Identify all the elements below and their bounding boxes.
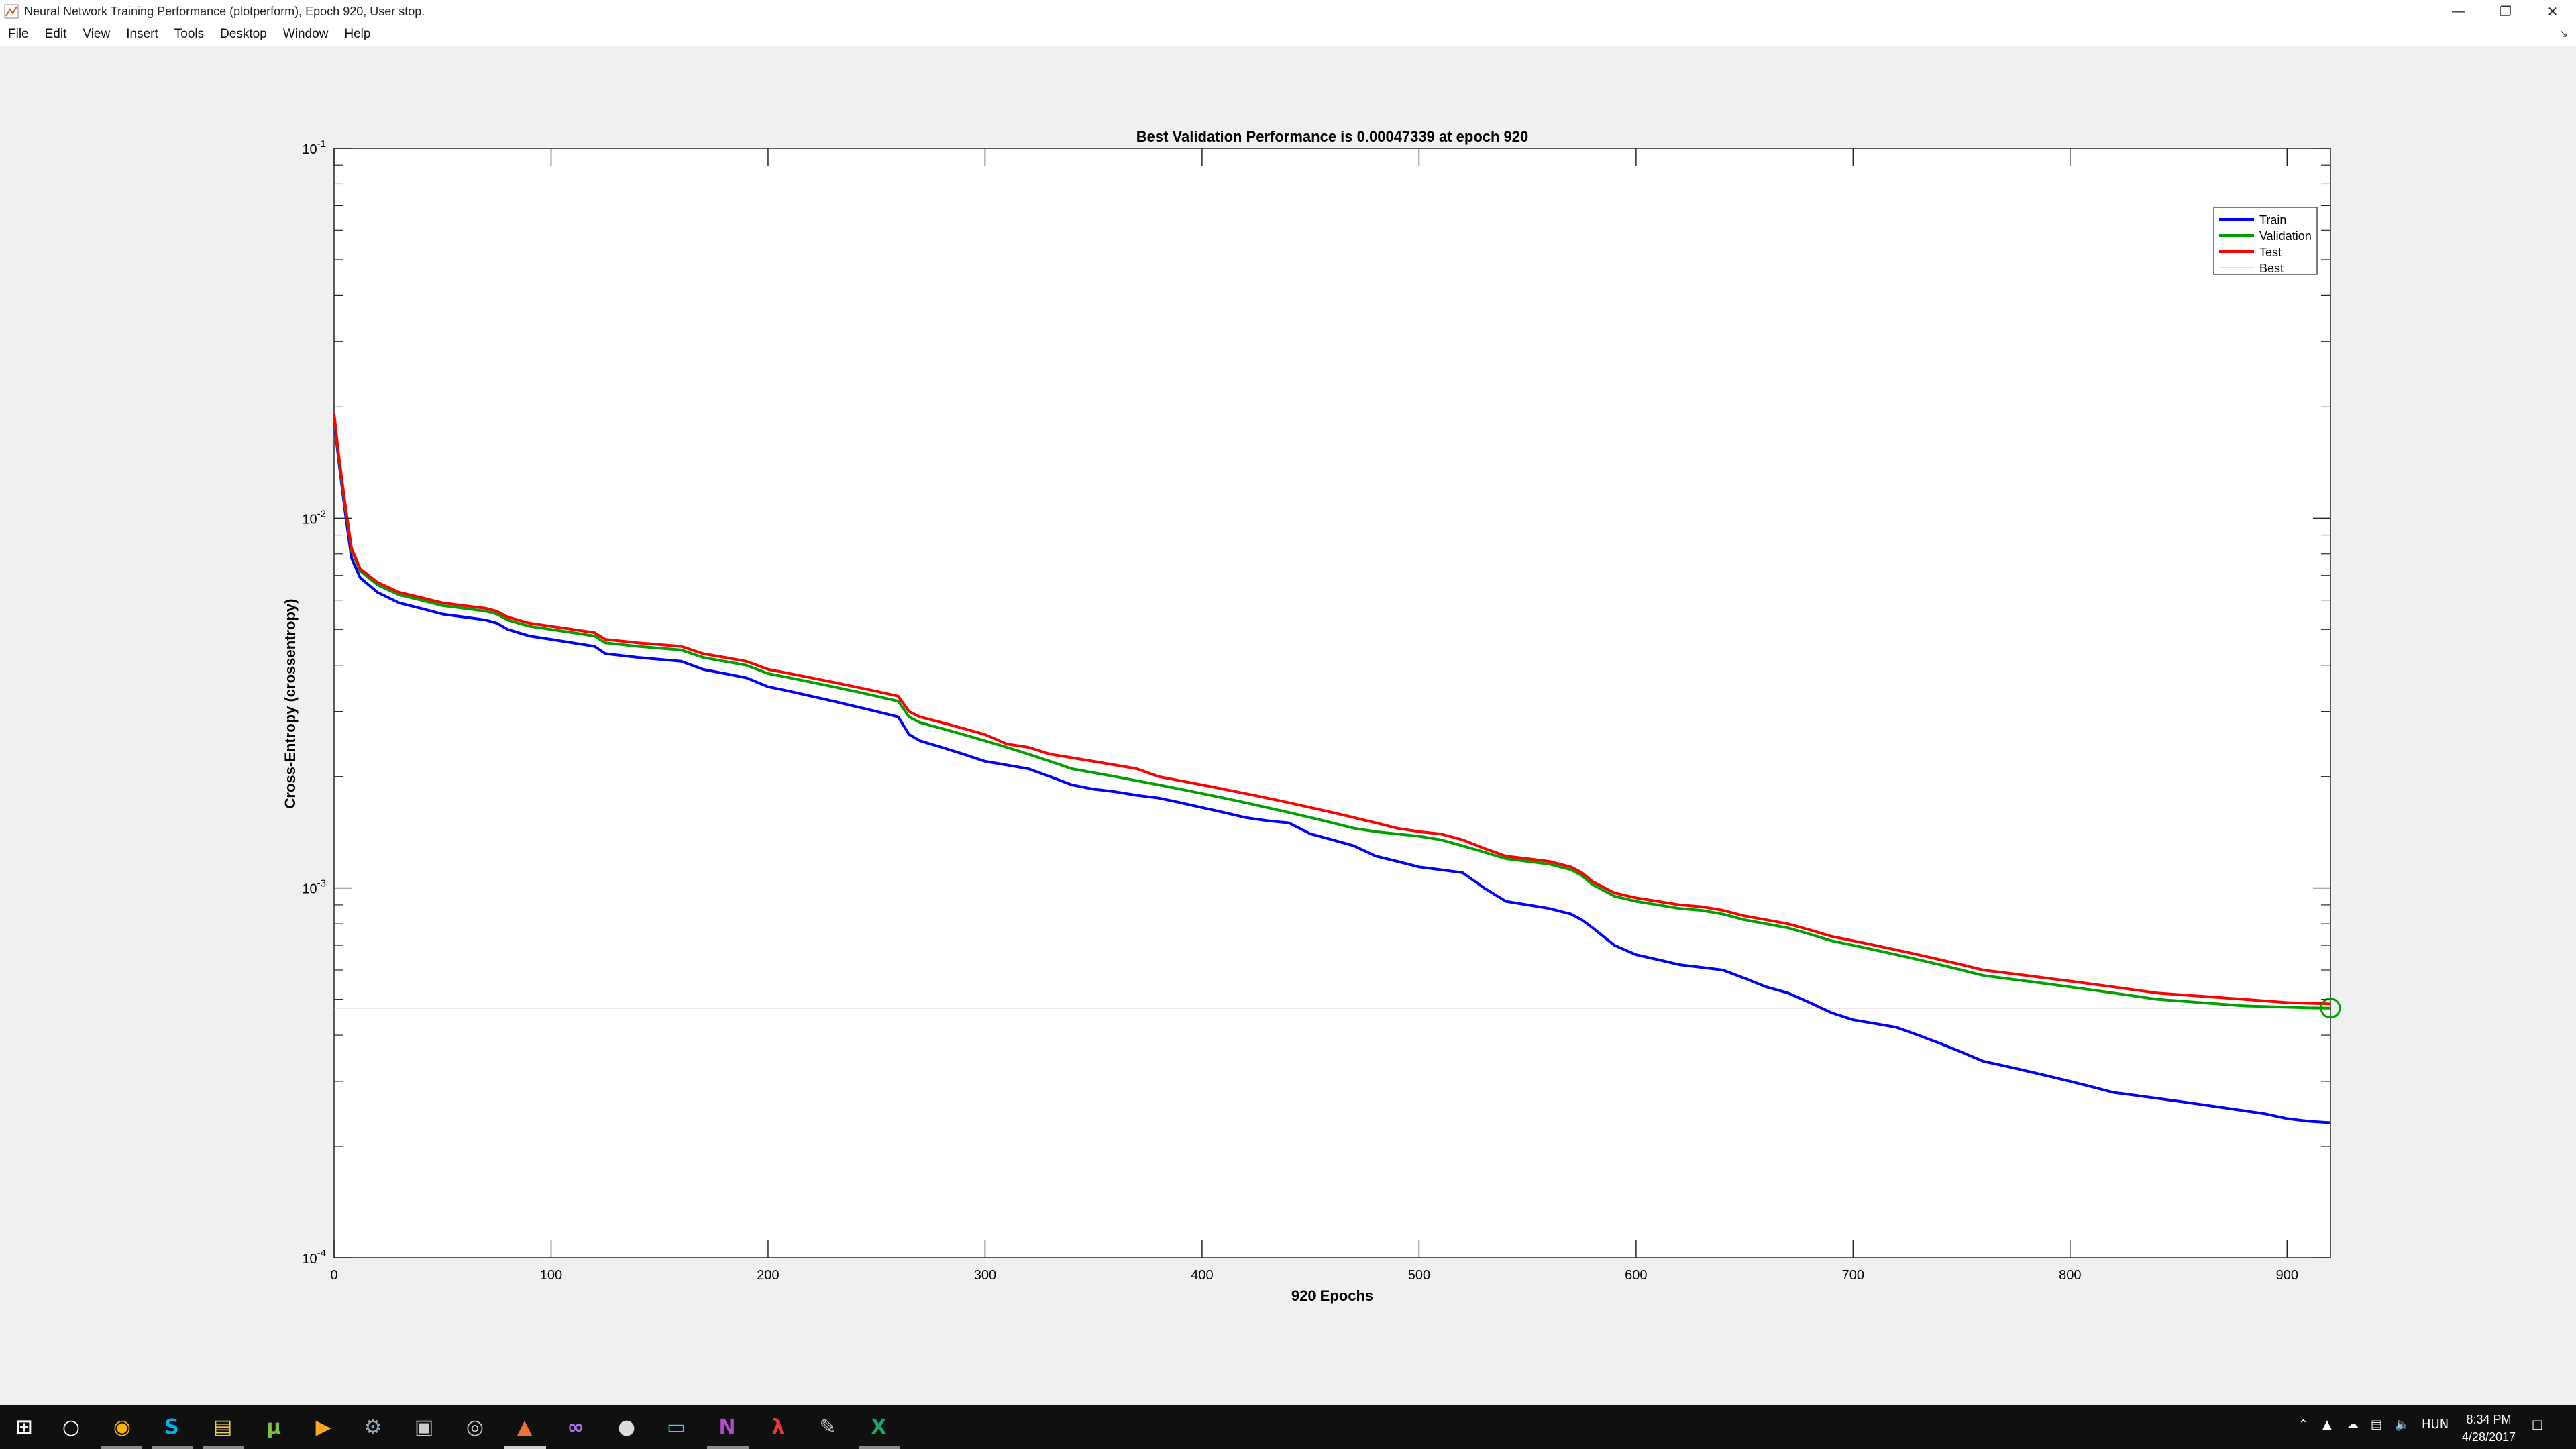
menu-view[interactable]: View <box>83 27 111 41</box>
menu-bar: File Edit View Insert Tools Desktop Wind… <box>0 23 2576 46</box>
x-tick-label: 800 <box>2059 1268 2081 1283</box>
inkscape-icon[interactable]: ✎ <box>819 1415 837 1439</box>
language-indicator[interactable]: HUN <box>2422 1417 2449 1432</box>
steam-icon[interactable]: ⚙ <box>364 1415 382 1439</box>
cloud-icon[interactable]: ☁ <box>2347 1417 2359 1432</box>
legend-label-validation: Validation <box>2259 229 2312 243</box>
taskbar-active-indicator <box>504 1446 546 1449</box>
clock[interactable]: 8:34 PM 4/28/2017 <box>2462 1411 2516 1446</box>
menu-file[interactable]: File <box>8 27 29 41</box>
menu-insert[interactable]: Insert <box>126 27 158 41</box>
legend-label-best: Best <box>2259 262 2284 275</box>
clock-date: 4/28/2017 <box>2461 1430 2516 1444</box>
restore-icon[interactable]: ❐ <box>2500 4 2512 19</box>
cortana-search-icon[interactable]: ○ <box>62 1415 80 1439</box>
onenote-icon[interactable]: N <box>718 1415 736 1439</box>
series-validation-line <box>333 415 2331 1010</box>
skype-icon[interactable]: S <box>164 1415 179 1439</box>
x-tick-label: 300 <box>974 1268 996 1283</box>
y-tick-label: 10-2 <box>302 508 326 527</box>
plot-area <box>333 148 2331 1258</box>
volume-icon[interactable]: 🔈 <box>2395 1417 2410 1432</box>
menu-help[interactable]: Help <box>344 27 371 41</box>
utorrent-icon[interactable]: μ <box>266 1415 282 1439</box>
series-train-line <box>333 419 2331 1124</box>
media-player-icon[interactable]: ▶ <box>315 1415 331 1439</box>
window-title: Neural Network Training Performance (plo… <box>24 4 425 18</box>
tray-overflow-icon[interactable]: ⌃ <box>2298 1417 2309 1432</box>
figure-area: 0 100 200 300 400 500 600 700 800 900 10-1 10-2 10-3… <box>0 46 2576 1405</box>
x-tick-label: 600 <box>1625 1268 1647 1283</box>
series-test-line <box>333 413 2331 1006</box>
matlab-icon[interactable]: ▲ <box>517 1415 533 1439</box>
x-tick-label: 900 <box>2276 1268 2298 1283</box>
menu-tools[interactable]: Tools <box>174 27 205 41</box>
minimize-icon[interactable]: — <box>2452 3 2465 19</box>
taskbar: ⊞ ○ ◉ S ▤ μ ▶ ⚙ ▣ ◎ ▲ ∞ ● ▭ N λ ✎ X ⌃ ▲ … <box>0 1405 2576 1449</box>
github-icon[interactable]: ● <box>617 1415 636 1439</box>
undock-arrow-icon[interactable]: ↘ <box>2559 28 2568 40</box>
network-icon[interactable]: ▤ <box>2371 1417 2383 1432</box>
x-tick-label: 700 <box>1842 1268 1864 1283</box>
disc-icon[interactable]: ◎ <box>466 1415 484 1439</box>
visual-studio-icon[interactable]: ∞ <box>567 1415 584 1439</box>
taskbar-running-indicator <box>707 1446 749 1449</box>
file-explorer-icon[interactable]: ▤ <box>213 1415 233 1439</box>
x-tick-label: 100 <box>540 1268 562 1283</box>
drive-icon[interactable]: ▲ <box>2322 1417 2332 1432</box>
y-tick-label: 10-3 <box>302 878 326 897</box>
menu-desktop[interactable]: Desktop <box>220 27 267 41</box>
clock-time: 8:34 PM <box>2466 1413 2512 1426</box>
performance-chart: 0 100 200 300 400 500 600 700 800 900 10-1 10-2 10-3… <box>282 128 2341 1304</box>
x-tick-label: 500 <box>1408 1268 1430 1283</box>
y-tick-label: 10-4 <box>302 1248 326 1267</box>
x-tick-label: 0 <box>330 1268 337 1283</box>
chrome-icon[interactable]: ◉ <box>113 1415 131 1439</box>
x-tick-label: 400 <box>1191 1268 1213 1283</box>
chart-title: Best Validation Performance is 0.0004733… <box>1136 128 1529 145</box>
acrobat-icon[interactable]: λ <box>771 1415 785 1439</box>
taskbar-running-indicator <box>101 1446 142 1449</box>
taskbar-running-indicator <box>152 1446 193 1449</box>
legend-label-train: Train <box>2259 213 2286 227</box>
windows-start-icon[interactable]: ⊞ <box>15 1415 33 1439</box>
menu-window[interactable]: Window <box>282 27 329 41</box>
legend-label-test: Test <box>2259 246 2282 259</box>
matlab-figure-icon <box>4 4 19 19</box>
x-axis-label: 920 Epochs <box>1291 1287 1373 1304</box>
app-icon[interactable]: ▣ <box>414 1415 434 1439</box>
best-point-marker <box>2320 998 2341 1019</box>
close-icon[interactable]: ✕ <box>2546 4 2559 19</box>
excel-icon[interactable]: X <box>871 1415 887 1439</box>
action-center-icon[interactable]: □ <box>2532 1417 2544 1432</box>
remote-desktop-icon[interactable]: ▭ <box>666 1415 686 1439</box>
taskbar-running-indicator <box>859 1446 900 1449</box>
window-title-bar: Neural Network Training Performance (plo… <box>0 0 2576 23</box>
x-tick-label: 200 <box>757 1268 779 1283</box>
y-axis-label: Cross-Entropy (crossentropy) <box>282 599 299 809</box>
y-tick-label: 10-1 <box>302 138 326 157</box>
menu-edit[interactable]: Edit <box>44 27 67 41</box>
taskbar-running-indicator <box>203 1446 244 1449</box>
